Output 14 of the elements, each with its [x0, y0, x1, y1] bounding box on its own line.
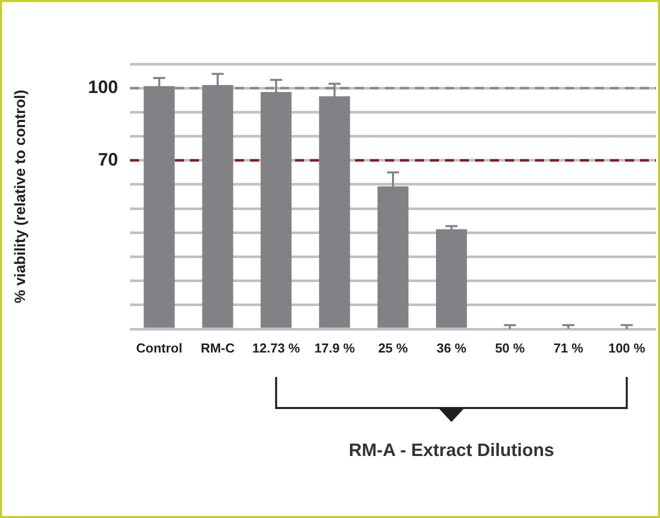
- bar: [436, 229, 467, 328]
- x-tick-label: RM-C: [200, 340, 236, 356]
- x-tick-label: 12.73 %: [252, 340, 300, 356]
- text: RM-A - Extract Dilutions: [348, 440, 554, 460]
- y-tick-label: 70: [98, 149, 118, 170]
- x-tick-label: 100 %: [608, 340, 646, 356]
- x-tick-label: 25 %: [378, 340, 408, 356]
- x-tick-label: Control: [136, 340, 182, 356]
- x-tick-label: 17.9 %: [314, 340, 356, 356]
- x-tick-label: 71 %: [554, 340, 584, 356]
- y-axis-title: % viability (relative to control): [12, 90, 30, 304]
- x-tick-label: 36 %: [436, 340, 467, 356]
- y-tick-label: 100: [88, 77, 118, 98]
- x-tick-label: 50 %: [495, 340, 526, 356]
